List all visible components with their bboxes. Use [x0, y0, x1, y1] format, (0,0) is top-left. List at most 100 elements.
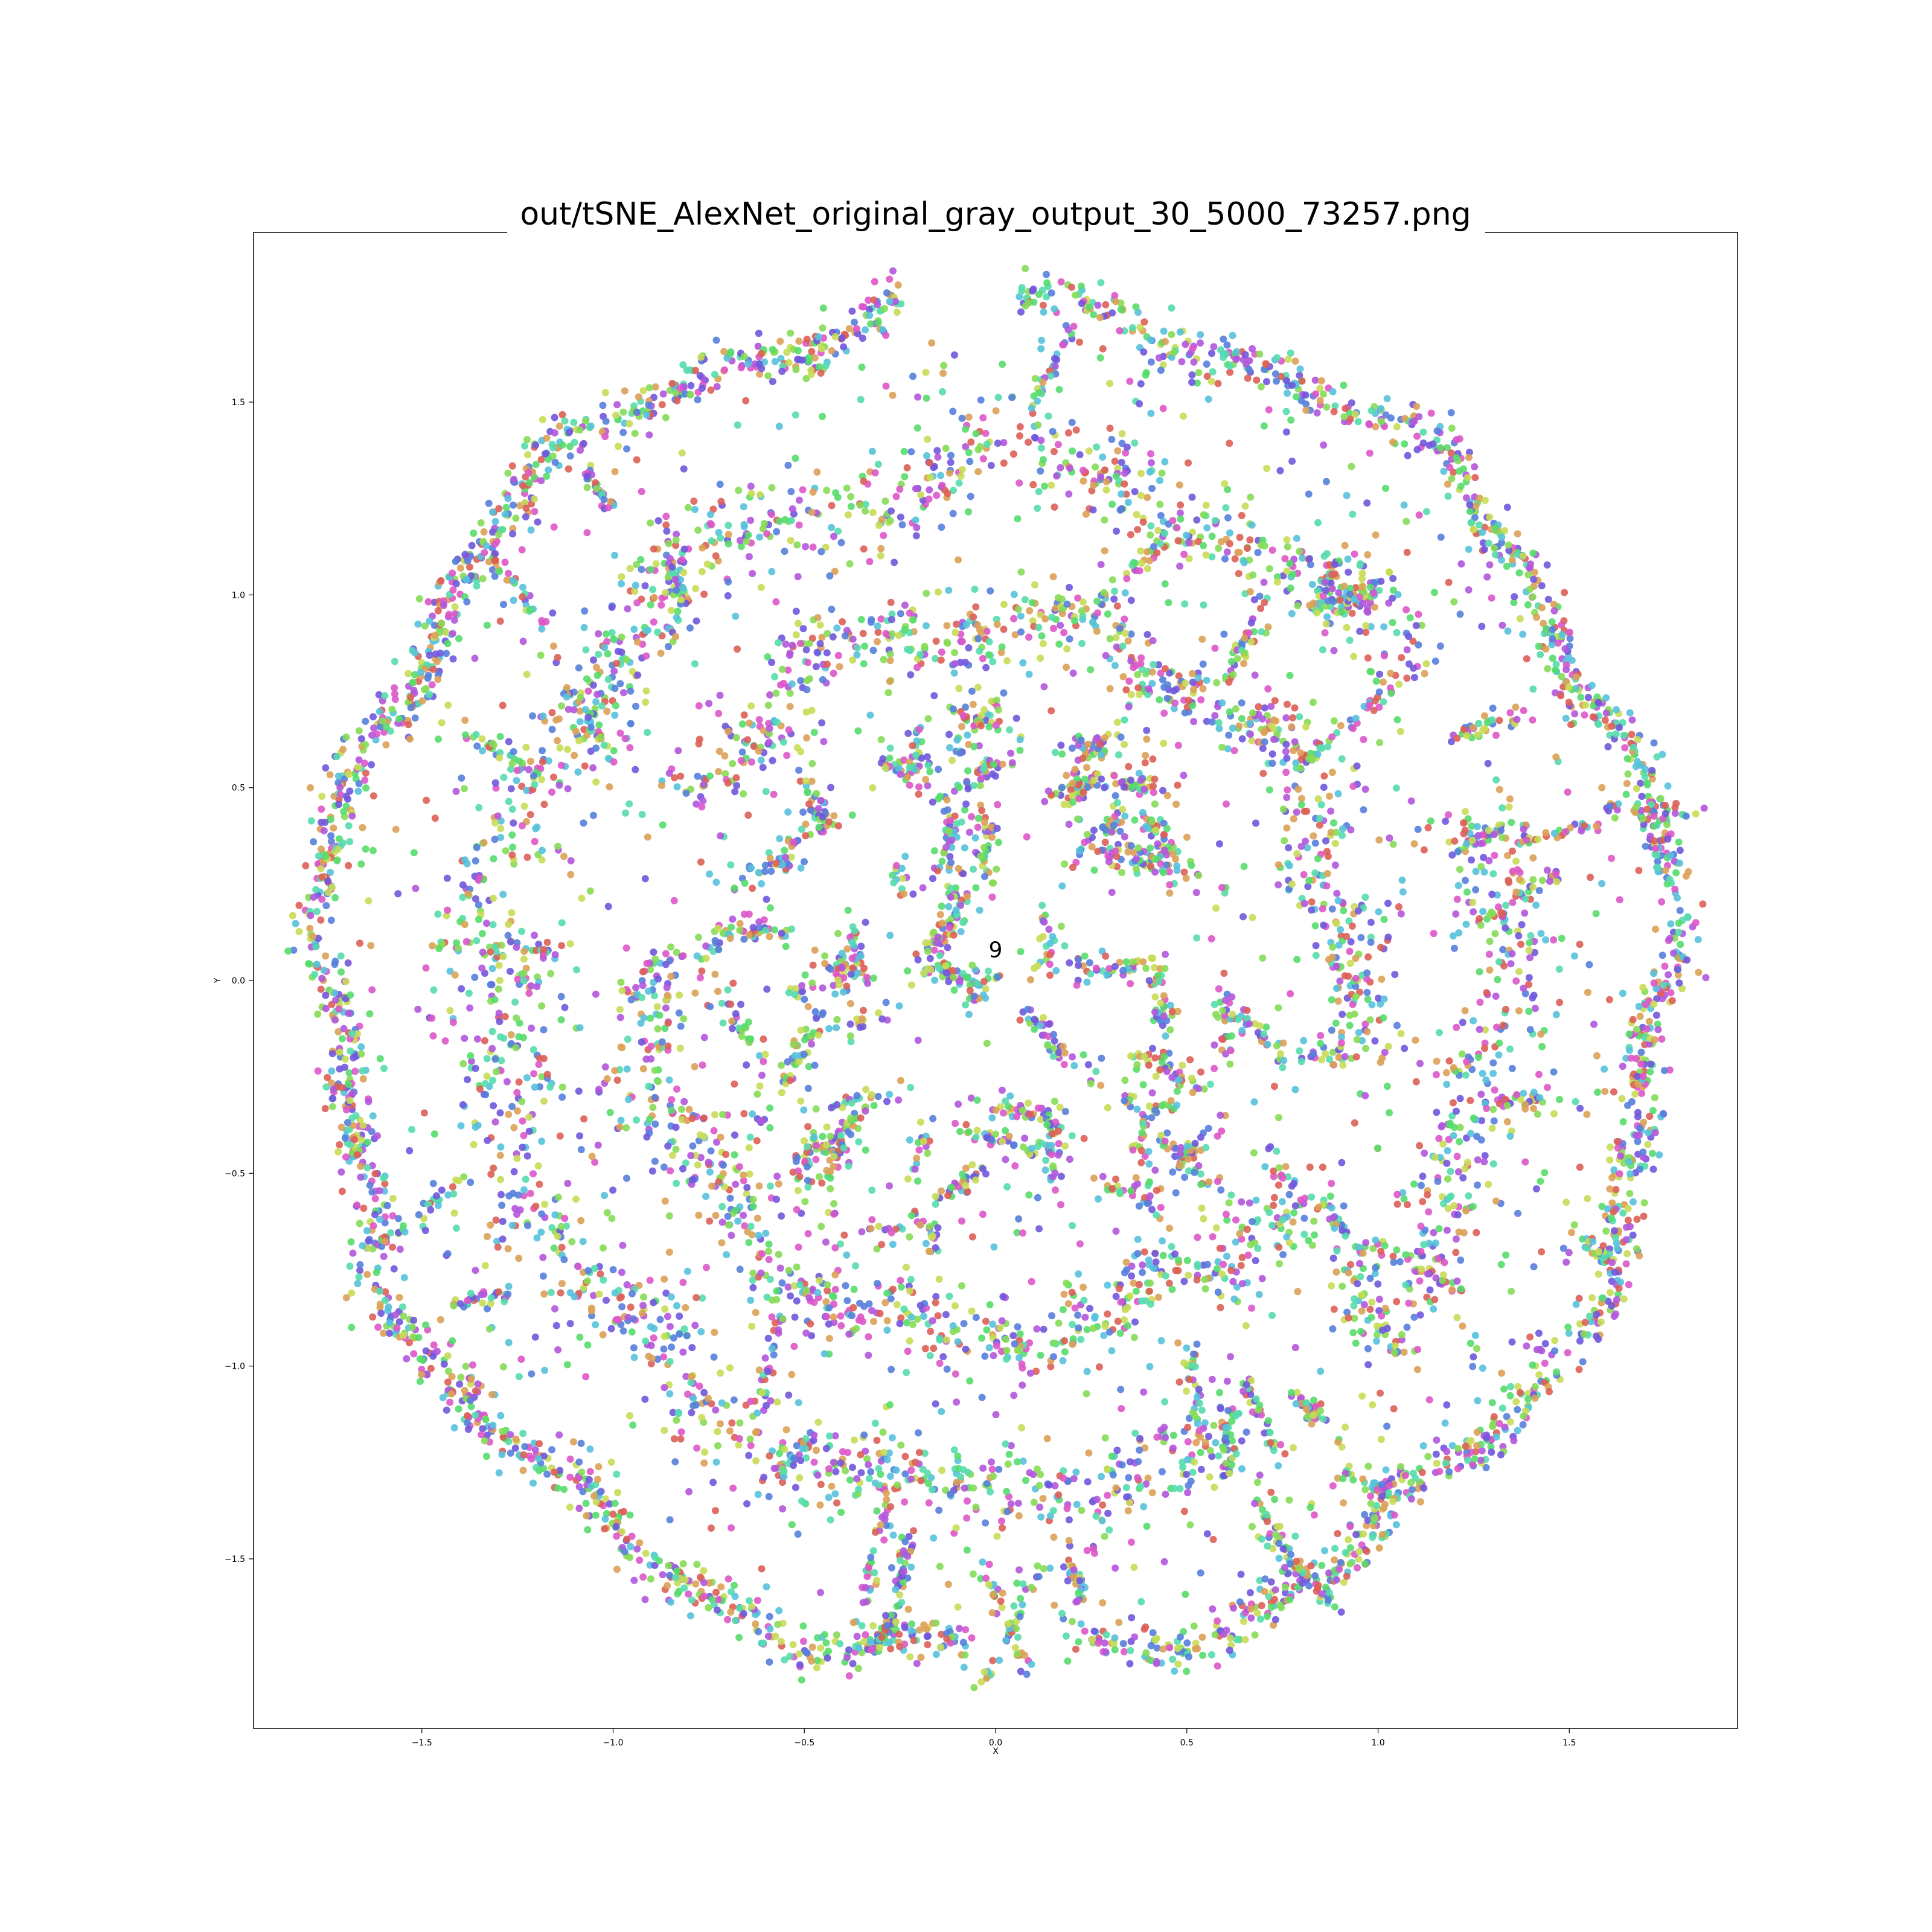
scatter-point [1146, 1363, 1154, 1371]
scatter-point [1211, 712, 1219, 720]
scatter-point [1675, 929, 1683, 936]
scatter-point [658, 594, 666, 602]
scatter-point [1593, 1311, 1601, 1319]
scatter-point [598, 702, 606, 710]
scatter-point [1424, 824, 1432, 831]
scatter-point [415, 1334, 423, 1342]
scatter-point [1073, 1500, 1081, 1508]
scatter-point [793, 1297, 801, 1305]
scatter-point [1339, 1011, 1346, 1018]
scatter-point [1557, 692, 1564, 700]
scatter-point [1080, 466, 1087, 474]
scatter-point [1650, 970, 1657, 977]
scatter-point [461, 785, 468, 793]
scatter-point [475, 804, 483, 811]
scatter-point [539, 712, 547, 720]
scatter-point [766, 1452, 773, 1460]
scatter-point [660, 1345, 668, 1353]
scatter-point [944, 1581, 952, 1588]
scatter-point [1462, 1207, 1470, 1215]
scatter-point [1543, 625, 1550, 633]
scatter-point [1112, 1484, 1120, 1492]
scatter-point [488, 528, 496, 536]
scatter-point [1544, 595, 1552, 603]
scatter-point [792, 455, 799, 462]
scatter-point [785, 1391, 793, 1399]
scatter-point [706, 511, 714, 518]
scatter-point [327, 837, 335, 845]
scatter-point [1101, 466, 1108, 474]
scatter-point [599, 1331, 607, 1339]
scatter-point [1490, 544, 1498, 552]
scatter-point [708, 521, 715, 529]
scatter-point [868, 447, 876, 455]
scatter-point [1433, 427, 1441, 435]
scatter-point [1543, 561, 1551, 569]
scatter-point [867, 320, 875, 328]
scatter-point [1030, 1499, 1038, 1506]
scatter-point [422, 1347, 430, 1355]
scatter-point [592, 1511, 600, 1519]
scatter-point [491, 779, 499, 787]
scatter-point [994, 394, 1002, 401]
scatter-point [955, 1625, 963, 1633]
scatter-point [1101, 516, 1108, 524]
scatter-point [1292, 393, 1300, 401]
scatter-point [622, 809, 630, 817]
scatter-point [354, 787, 362, 795]
scatter-point [540, 1290, 548, 1298]
scatter-point [554, 1194, 562, 1201]
scatter-point [504, 494, 512, 502]
scatter-point [871, 278, 878, 286]
scatter-point [366, 1010, 374, 1018]
scatter-point [1489, 1160, 1497, 1168]
scatter-point [499, 1427, 506, 1435]
scatter-point [1111, 292, 1119, 299]
scatter-point [724, 522, 732, 529]
scatter-point [492, 784, 500, 792]
scatter-point [1454, 1445, 1462, 1452]
scatter-point [822, 1639, 830, 1647]
scatter-point [696, 1383, 703, 1390]
scatter-point [1410, 1180, 1418, 1188]
scatter-point [1512, 977, 1520, 985]
scatter-point [519, 638, 527, 645]
scatter-point [1109, 1471, 1117, 1479]
scatter-point [526, 1189, 534, 1197]
scatter-point [514, 1107, 522, 1115]
scatter-point [512, 1044, 520, 1052]
scatter-point [1654, 1026, 1662, 1034]
scatter-point [1179, 1463, 1187, 1471]
scatter-point [508, 831, 516, 839]
scatter-point [533, 983, 541, 991]
scatter-point [569, 1438, 577, 1446]
scatter-point [1153, 1644, 1161, 1652]
scatter-point [1595, 1270, 1602, 1278]
scatter-point [1179, 412, 1187, 420]
scatter-point [337, 968, 345, 976]
scatter-point [357, 1136, 365, 1144]
scatter-point [1326, 1192, 1334, 1200]
scatter-point [607, 1325, 615, 1332]
scatter-point [768, 511, 776, 518]
scatter-point [418, 1371, 425, 1378]
scatter-point [803, 1649, 811, 1657]
scatter-point [357, 1173, 365, 1181]
scatter-point [965, 449, 973, 456]
scatter-point [1616, 896, 1623, 904]
scatter-point [1538, 1043, 1546, 1051]
scatter-point [818, 633, 826, 641]
scatter-point [938, 1467, 946, 1474]
scatter-point [1556, 999, 1564, 1006]
scatter-point [1642, 766, 1649, 773]
scatter-point [1436, 642, 1444, 650]
scatter-point [1470, 1017, 1477, 1025]
scatter-point [493, 1068, 500, 1076]
scatter-point [1627, 1170, 1634, 1178]
scatter-point [487, 980, 494, 988]
scatter-point [411, 671, 418, 679]
scatter-point [845, 1646, 852, 1654]
scatter-point [1631, 1090, 1639, 1098]
scatter-point [1367, 407, 1375, 415]
scatter-point [360, 760, 368, 767]
